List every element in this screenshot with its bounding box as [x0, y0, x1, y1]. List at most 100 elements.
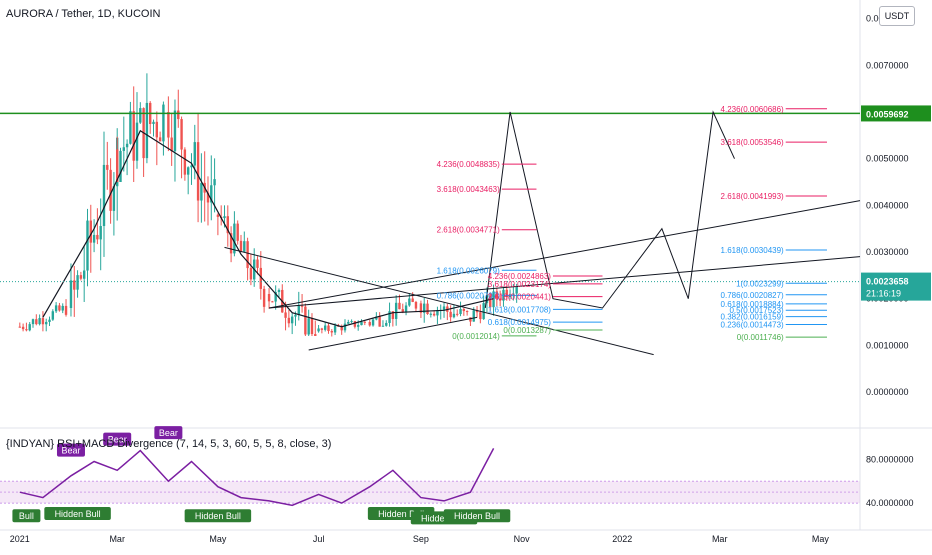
candle-body: [41, 318, 45, 325]
candle-body: [18, 326, 22, 328]
candle-body: [31, 319, 35, 325]
fib-level-label: 0(0.0013287): [503, 326, 551, 335]
candle-body: [429, 313, 433, 315]
candle-body: [119, 150, 122, 182]
candle-body: [213, 179, 216, 186]
divergence-label-bg: [56, 443, 85, 457]
divergence-label: Hidden Bull: [378, 509, 424, 519]
candle-body: [330, 331, 333, 333]
fib-level-label: 0.618(0.0014975): [488, 318, 552, 327]
candle-body: [96, 234, 99, 240]
candle-body: [102, 164, 106, 227]
candle-body: [388, 311, 391, 323]
candle-body: [25, 329, 28, 331]
candle-body: [196, 142, 200, 201]
candle-body: [229, 233, 233, 254]
candle-body: [353, 321, 357, 327]
fib-level-label: 2.618(0.0020441): [488, 293, 552, 302]
candle-body: [297, 305, 300, 315]
price-tick-label: 0.0000000: [866, 387, 909, 397]
fib-level-label: 3.618(0.0023174): [488, 280, 552, 289]
candle-body: [371, 319, 375, 326]
indicator-title: {INDYAN} RSI+MACD Divergence (7, 14, 5, …: [6, 438, 332, 450]
candle-body: [132, 111, 135, 161]
candle-body: [210, 185, 213, 203]
candle-body: [106, 164, 109, 170]
fib-level-label: 0.236(0.0014473): [721, 320, 785, 329]
time-axis-label: 2021: [10, 534, 30, 544]
candle-body: [122, 147, 126, 151]
divergence-label-bg: [103, 432, 132, 446]
candle-body: [347, 321, 350, 324]
candle-body: [183, 149, 187, 175]
fib-level-label: 4.236(0.0048835): [437, 160, 501, 169]
candle-body: [456, 313, 459, 315]
candle-body: [79, 275, 83, 279]
price-tick-label: 0.0010000: [866, 340, 909, 350]
candle-body: [170, 137, 173, 152]
candle-body: [186, 167, 190, 175]
candle-body: [442, 306, 446, 310]
candle-body: [350, 321, 353, 323]
candle-body: [323, 325, 327, 330]
candle-body: [223, 216, 226, 219]
candle-body: [277, 289, 281, 293]
last-price-label: 0.0023658: [866, 277, 909, 287]
divergence-label: Hidden Bull: [55, 509, 101, 519]
trendline-falling: [224, 246, 654, 356]
candle-body: [274, 292, 277, 302]
candle-body: [249, 268, 253, 280]
candle-body: [51, 311, 55, 320]
currency-button[interactable]: USDT: [879, 6, 915, 26]
candle-body: [109, 169, 112, 211]
fib-level-label: 0(0.0012014): [452, 332, 500, 341]
candle-body: [340, 326, 343, 331]
candle-body: [89, 220, 92, 243]
candle-body: [333, 325, 337, 333]
candle-body: [54, 305, 58, 312]
candle-body: [21, 326, 25, 330]
candle-body: [368, 322, 371, 326]
resistance-label: 0.0059692: [866, 109, 909, 119]
candle-body: [475, 310, 479, 313]
candle-body: [28, 324, 31, 331]
candle-body: [304, 306, 307, 335]
candle-body: [472, 310, 475, 322]
candle-body: [158, 137, 162, 142]
candle-body: [449, 311, 452, 318]
candle-body: [125, 143, 129, 148]
candle-body: [73, 280, 76, 290]
candle-body: [394, 302, 398, 319]
candle-body: [294, 314, 297, 317]
candle-body: [190, 165, 193, 168]
candle-countdown: 21:16:19: [866, 289, 901, 299]
candle-body: [378, 316, 381, 327]
candle-body: [495, 291, 499, 299]
time-axis-label: Sep: [413, 534, 429, 544]
candle-body: [489, 295, 492, 308]
fib-level-label: 0(0.0011746): [737, 333, 784, 342]
divergence-label: Bear: [159, 428, 178, 438]
candle-body: [256, 259, 259, 268]
indicator-tick-label: 40.0000000: [866, 498, 914, 508]
drawings-group: [224, 110, 861, 356]
candle-body: [135, 122, 139, 161]
candle-body: [452, 313, 456, 318]
fib-level-label: 0.382(0.0016159): [721, 313, 785, 322]
divergence-label-bg: [154, 426, 183, 440]
fib-level-label: 0.618(0.0018884): [721, 300, 785, 309]
candle-body: [505, 289, 508, 298]
divergence-label-bg: [12, 509, 41, 523]
candle-body: [236, 223, 239, 241]
fib-level-label: 3.618(0.0043463): [437, 185, 501, 194]
candle-body: [129, 111, 132, 144]
candle-body: [314, 334, 317, 336]
divergence-label-bg: [184, 509, 252, 523]
candle-body: [360, 321, 363, 326]
candle-body: [398, 302, 401, 310]
fib-level-label: 3.618(0.0053546): [721, 138, 785, 147]
candle-body: [307, 318, 310, 335]
candle-body: [177, 110, 180, 120]
candle-body: [423, 303, 426, 313]
